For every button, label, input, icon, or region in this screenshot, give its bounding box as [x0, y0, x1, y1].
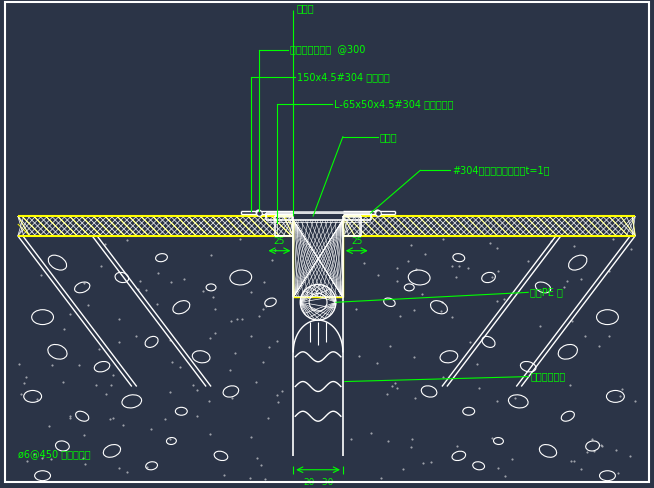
Text: 麻丝沥青填缝: 麻丝沥青填缝: [530, 371, 566, 382]
Text: 填缝胶: 填缝胶: [379, 132, 397, 142]
Circle shape: [256, 210, 261, 215]
Text: 20~30: 20~30: [303, 478, 334, 487]
Text: ø6@450 与板筋焊接: ø6@450 与板筋焊接: [18, 449, 90, 459]
Text: 150x4.5#304 不锈钢板: 150x4.5#304 不锈钢板: [298, 72, 390, 82]
Text: 25: 25: [351, 237, 362, 246]
Text: 发泡PE 棒: 发泡PE 棒: [530, 287, 563, 297]
Circle shape: [375, 210, 380, 215]
Text: 25: 25: [274, 237, 285, 246]
Text: L-65x50x4.5#304 不锈钢护角: L-65x50x4.5#304 不锈钢护角: [334, 99, 453, 109]
Text: 填缝胶: 填缝胶: [296, 3, 314, 13]
Text: #304飞门形不锈钢板（t=1）: #304飞门形不锈钢板（t=1）: [452, 165, 549, 176]
Text: 不锈钢平头螺丝  @300: 不锈钢平头螺丝 @300: [290, 44, 366, 55]
